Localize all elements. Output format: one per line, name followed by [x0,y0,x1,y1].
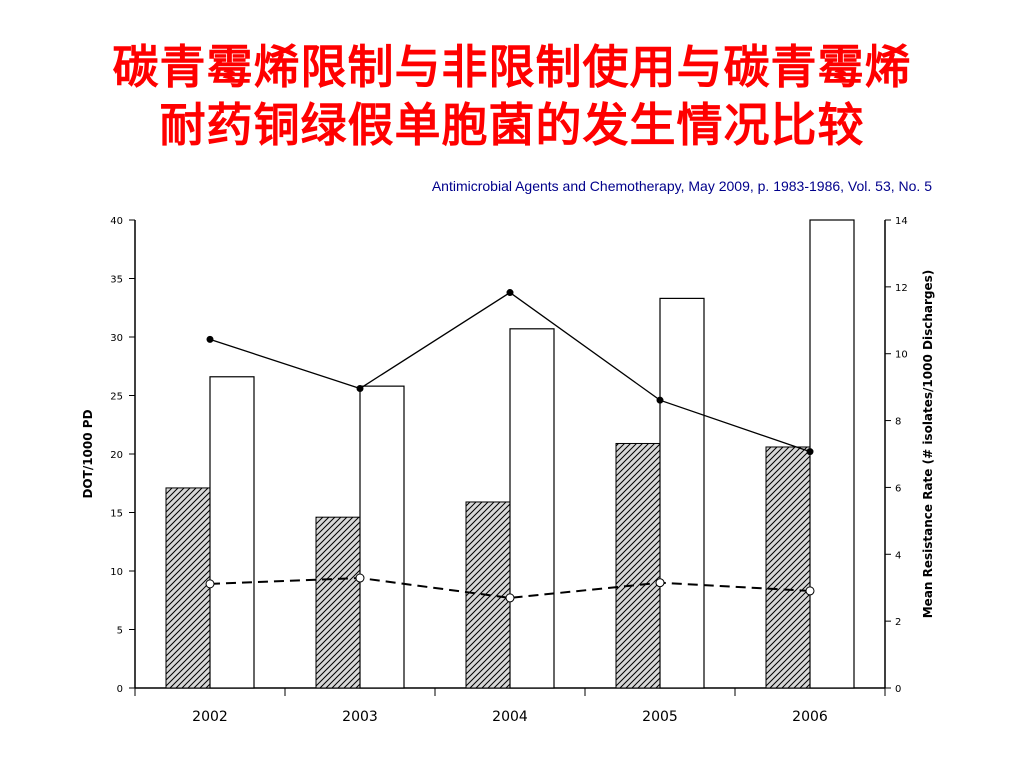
bar-white-2003 [359,385,405,689]
x-tick-label: 2006 [792,709,828,725]
y-tick-label: 0 [117,684,123,695]
x-tick-label: 2005 [642,709,678,725]
y-tick-label: 25 [110,392,123,403]
bar-white-2005 [659,297,705,689]
point-solid-2005 [656,396,664,404]
y-tick-label: 15 [110,509,123,520]
bar-white-2006 [809,219,855,689]
point-solid-2002 [206,335,214,343]
bar-white-2002 [209,376,255,689]
line-dashed [209,577,811,599]
bar-hatched-2003 [315,516,361,689]
y-tick-label: 40 [110,216,123,227]
slide-title-line2: 耐药铜绿假单胞菌的发生情况比较 [159,98,865,152]
slide-title-line1: 碳青霉烯限制与非限制使用与碳青霉烯 [112,40,912,94]
bar-hatched-2005 [615,442,661,689]
y2-axis-title: Mean Resistance Rate (# isolates/1000 Di… [921,270,935,619]
point-solid-2003 [356,384,364,392]
y2-tick-label: 0 [895,684,901,695]
y-tick-label: 20 [110,450,123,461]
y-axis-title: DOT/1000 PD [81,409,95,498]
point-solid-2004 [506,289,514,297]
y2-tick-label: 10 [895,350,908,361]
point-solid-2006 [806,448,814,456]
x-tick-label: 2002 [192,709,228,725]
lines-layer [205,289,815,603]
y2-tick-label: 4 [895,550,901,561]
point-dashed-2003 [355,573,365,583]
point-dashed-2006 [805,586,815,596]
x-tick-label: 2004 [492,709,528,725]
y2-tick-label: 6 [895,483,901,494]
point-dashed-2004 [505,593,515,603]
y-tick-label: 5 [117,626,123,637]
y2-tick-label: 14 [895,216,908,227]
bar-hatched-2006 [765,446,811,689]
y2-tick-label: 8 [895,417,901,428]
y2-tick-label: 2 [895,617,901,628]
labels-layer: 0 5 10 15 20 25 30 35 40 0 2 4 6 8 10 12 14 2002 2003 2004 2… [81,216,935,725]
citation: Antimicrobial Agents and Chemotherapy, M… [431,178,932,194]
y-tick-label: 30 [110,333,123,344]
point-dashed-2005 [655,578,665,588]
chart: 0 5 10 15 20 25 30 35 40 0 2 4 6 8 10 12 14 2002 2003 2004 2… [81,216,935,725]
y-tick-label: 10 [110,567,123,578]
y-tick-label: 35 [110,275,123,286]
point-dashed-2002 [205,579,215,589]
bar-white-2004 [509,328,555,689]
bar-hatched-2002 [165,487,211,689]
x-tick-label: 2003 [342,709,378,725]
y2-tick-label: 12 [895,283,908,294]
